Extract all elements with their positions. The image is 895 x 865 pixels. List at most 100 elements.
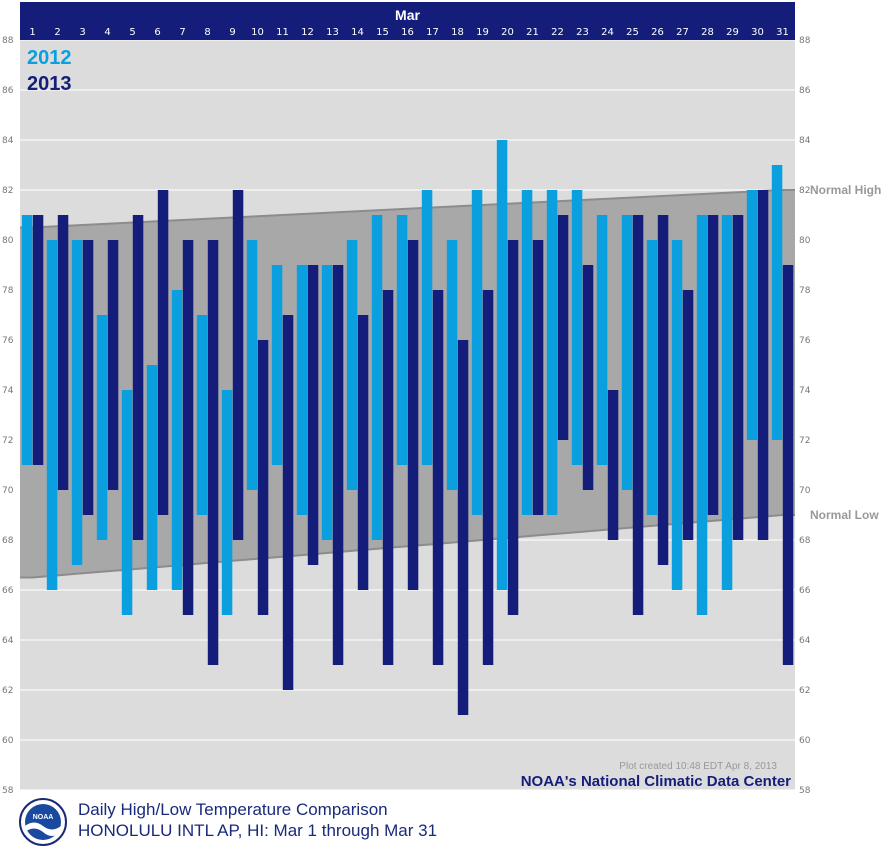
y-tick-left-64: 64 [2,636,14,646]
bar-2013-day-21 [532,240,544,515]
y-tick-left-72: 72 [2,436,13,446]
day-label-14: 14 [351,27,364,38]
day-label-13: 13 [326,27,339,38]
y-tick-left-80: 80 [2,236,14,246]
day-label-6: 6 [154,27,160,38]
bar-2013-day-23 [582,265,594,490]
bar-2012-day-6 [146,365,158,590]
day-label-20: 20 [501,27,514,38]
bar-2013-day-4 [107,240,119,490]
bar-2012-day-3 [71,240,83,565]
y-tick-left-84: 84 [2,136,14,146]
bar-2013-day-10 [257,340,269,615]
bar-2012-day-17 [421,190,433,465]
day-label-1: 1 [29,27,35,38]
y-tick-right-66: 66 [799,586,811,596]
bar-2013-day-16 [407,240,419,590]
bar-2012-day-11 [271,265,283,465]
bar-2012-day-20 [496,140,508,590]
y-tick-left-58: 58 [2,786,14,796]
normal-high-label: Normal High [810,183,881,197]
y-tick-right-70: 70 [799,486,811,496]
bar-2012-day-31 [771,165,783,440]
day-label-5: 5 [129,27,135,38]
y-tick-left-78: 78 [2,286,14,296]
bar-2013-day-12 [307,265,319,565]
day-label-31: 31 [776,27,789,38]
bar-2013-day-19 [482,290,494,665]
bar-2013-day-9 [232,190,244,540]
day-label-8: 8 [204,27,210,38]
plot-created-note: Plot created 10:48 EDT Apr 8, 2013 [619,761,777,772]
y-tick-left-82: 82 [2,186,13,196]
day-label-11: 11 [276,27,289,38]
y-tick-right-74: 74 [799,386,811,396]
y-tick-right-78: 78 [799,286,811,296]
y-tick-right-88: 88 [799,36,811,46]
bars [21,140,794,715]
bar-2012-day-7 [171,290,183,590]
day-label-26: 26 [651,27,664,38]
day-label-12: 12 [301,27,314,38]
bar-2013-day-5 [132,215,144,540]
chart-title: Daily High/Low Temperature Comparison [78,800,388,819]
day-label-9: 9 [229,27,235,38]
day-label-24: 24 [601,27,614,38]
y-tick-left-86: 86 [2,86,14,96]
bar-2012-day-26 [646,240,658,515]
y-tick-left-62: 62 [2,686,13,696]
bar-2013-day-22 [557,215,569,440]
day-label-27: 27 [676,27,689,38]
bar-2012-day-15 [371,215,383,540]
y-tick-left-60: 60 [2,736,14,746]
bar-2013-day-30 [757,190,769,540]
y-tick-right-72: 72 [799,436,810,446]
day-label-23: 23 [576,27,589,38]
y-tick-left-74: 74 [2,386,14,396]
bar-2012-day-24 [596,215,608,465]
bar-2012-day-18 [446,240,458,490]
bar-2013-day-31 [782,265,794,665]
bar-2012-day-22 [546,190,558,515]
day-label-7: 7 [179,27,185,38]
bar-2013-day-29 [732,215,744,540]
y-tick-right-84: 84 [799,136,811,146]
bar-2012-day-23 [571,190,583,465]
day-label-10: 10 [251,27,264,38]
bar-2013-day-14 [357,315,369,590]
bar-2012-day-27 [671,240,683,590]
bar-2012-day-5 [121,390,133,615]
day-label-18: 18 [451,27,464,38]
bar-2012-day-4 [96,315,108,540]
normal-low-label: Normal Low [810,508,879,522]
y-tick-left-66: 66 [2,586,14,596]
bar-2012-day-30 [746,190,758,440]
day-label-22: 22 [551,27,564,38]
bar-2012-day-29 [721,215,733,590]
bar-2013-day-17 [432,290,444,665]
y-tick-left-88: 88 [2,36,14,46]
bar-2013-day-26 [657,215,669,565]
bar-2012-day-9 [221,390,233,615]
day-label-3: 3 [79,27,85,38]
y-tick-right-62: 62 [799,686,810,696]
y-tick-right-58: 58 [799,786,811,796]
logo-text: NOAA [33,814,54,821]
y-tick-right-68: 68 [799,536,811,546]
month-header-bar [20,2,795,40]
day-label-21: 21 [526,27,539,38]
bar-2013-day-28 [707,215,719,515]
source-label: NOAA's National Climatic Data Center [521,773,791,790]
y-tick-right-60: 60 [799,736,811,746]
y-tick-right-82: 82 [799,186,810,196]
bar-2013-day-13 [332,265,344,665]
day-label-2: 2 [54,27,60,38]
bar-2012-day-10 [246,240,258,490]
bar-2012-day-16 [396,215,408,465]
day-label-17: 17 [426,27,439,38]
day-label-19: 19 [476,27,489,38]
bar-2012-day-2 [46,240,58,590]
bar-2012-day-1 [21,215,33,465]
bar-2012-day-13 [321,265,333,540]
bar-2013-day-27 [682,290,694,540]
